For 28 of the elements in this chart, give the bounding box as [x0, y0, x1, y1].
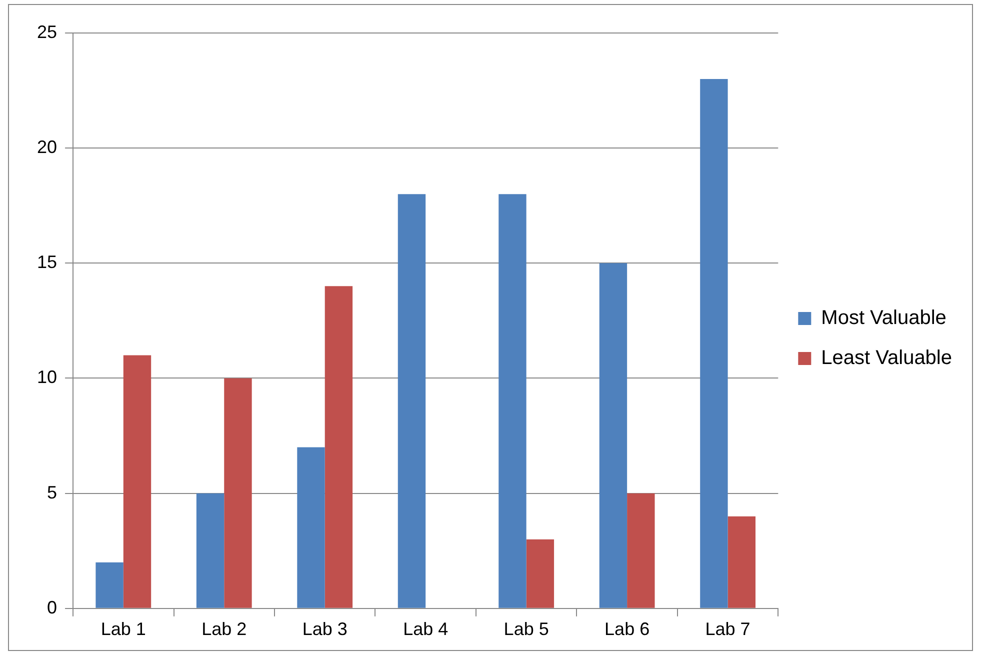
bar — [224, 378, 252, 608]
x-tick-label: Lab 3 — [302, 619, 348, 640]
x-tick-label: Lab 1 — [100, 619, 146, 640]
bar — [498, 194, 526, 608]
bar — [123, 355, 152, 608]
y-tick-label: 20 — [36, 137, 58, 158]
bar — [297, 447, 325, 608]
x-tick-label: Lab 7 — [705, 619, 750, 640]
x-tick-label: Lab 5 — [504, 619, 549, 640]
legend-label: Most Valuable — [821, 307, 946, 330]
y-tick-label: 10 — [36, 367, 58, 388]
bar — [700, 79, 728, 608]
x-tick-label: Lab 6 — [604, 619, 650, 640]
bar — [398, 194, 426, 608]
bar — [627, 493, 655, 608]
bar — [599, 263, 628, 608]
x-tick-label: Lab 4 — [403, 619, 448, 640]
legend-label: Least Valuable — [821, 347, 952, 370]
bar — [96, 562, 124, 608]
bar — [196, 493, 224, 608]
bar — [728, 516, 756, 608]
x-tick-label: Lab 2 — [202, 619, 247, 640]
y-tick-label: 0 — [47, 597, 58, 618]
y-tick-label: 15 — [36, 252, 58, 272]
y-tick-label: 25 — [36, 22, 58, 42]
y-tick-label: 5 — [47, 482, 58, 502]
bar — [526, 539, 554, 608]
bar — [324, 286, 353, 608]
